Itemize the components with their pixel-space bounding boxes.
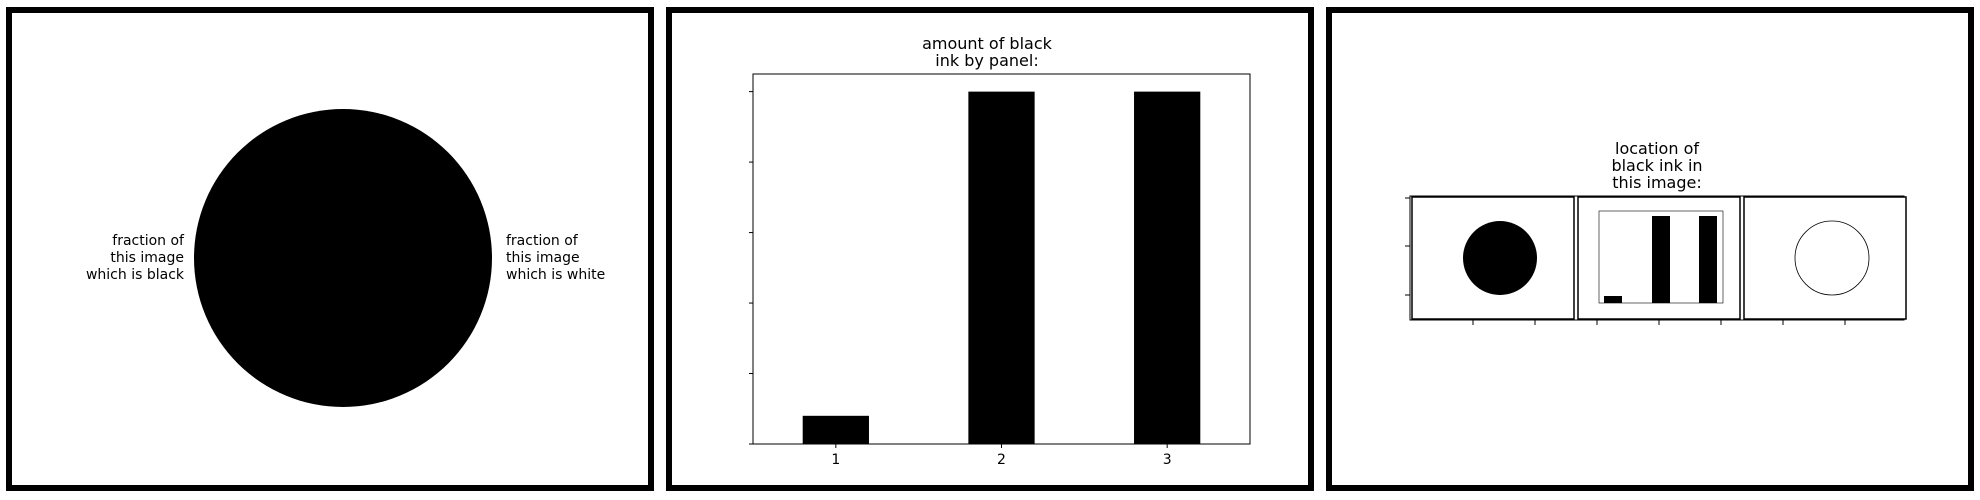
x-tick-label-3: 3 [1163,452,1172,468]
mini-white-circle [1794,220,1870,296]
mini-bar [1699,216,1717,303]
panel-location-chart: location of black ink in this image: [1326,7,1974,491]
chart-title: amount of black ink by panel: [922,34,1052,70]
panel-pie: fraction of this image which is black fr… [6,7,654,491]
mini-panel-circle [1743,196,1907,320]
x-tick-label-2: 2 [997,452,1006,468]
location-title: location of black ink in this image: [1611,139,1703,192]
label-fraction-white: fraction of this image which is white [506,233,606,283]
pie-svg [194,109,492,407]
x-tick-label-1: 1 [831,452,840,468]
mini-panel-pie [1411,196,1575,320]
bar-chart-svg: 1 2 3 [749,73,1251,468]
bar-1 [802,415,869,444]
bar-3 [1134,91,1201,444]
bar-2 [968,91,1035,444]
mini-bar [1652,216,1670,303]
mini-black-circle [1463,221,1537,295]
panel-bar-chart: amount of black ink by panel: 1 2 3 [666,7,1314,491]
black-ink-circle [194,109,492,407]
location-svg [1405,195,1907,325]
mini-bar [1604,296,1622,303]
label-fraction-black: fraction of this image which is black [85,233,184,283]
mini-panel-bars [1577,196,1741,320]
